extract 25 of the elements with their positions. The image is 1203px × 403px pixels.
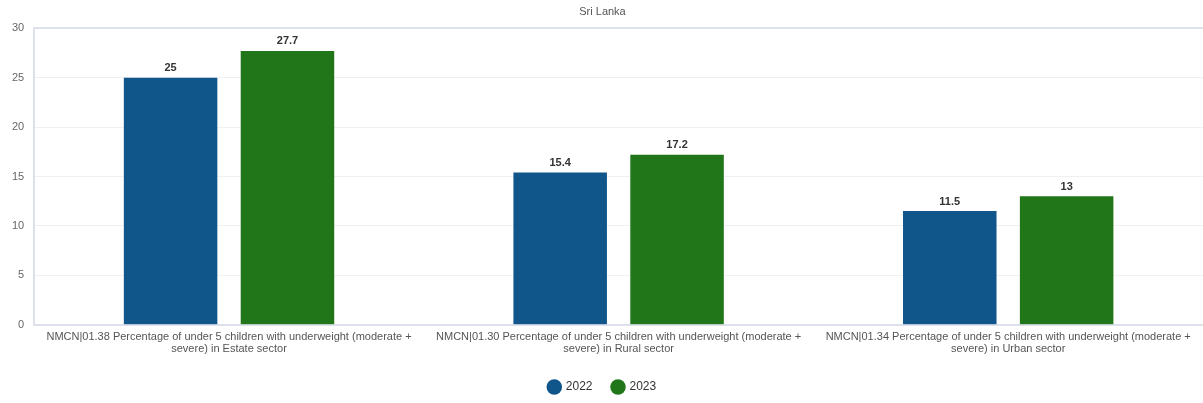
x-tick-label: NMCN|01.30 Percentage of under 5 children with underweight (moderate + severe) in Rural sector	[436, 329, 802, 354]
data-label: 25	[164, 61, 177, 74]
legend-label: 2022	[565, 379, 593, 394]
data-label: 17.2	[666, 138, 688, 151]
x-tick-label: NMCN|01.38 Percentage of under 5 children with underweight (moderate + severe) in Estate sector	[46, 329, 412, 354]
bar	[630, 154, 724, 325]
bar	[903, 211, 997, 325]
legend-label: 2023	[629, 379, 657, 394]
x-tick-label: NMCN|01.34 Percentage of under 5 children with underweight (moderate + severe) in Urban sector	[825, 329, 1191, 354]
y-tick-label: 15	[11, 169, 25, 182]
bar	[240, 50, 335, 325]
data-label: 13	[1060, 179, 1073, 192]
y-tick-label: 0	[18, 317, 25, 330]
y-tick-label: 20	[11, 120, 25, 133]
y-tick-label: 25	[11, 70, 25, 83]
bar	[123, 77, 218, 325]
data-label: 11.5	[939, 194, 961, 207]
bar	[1019, 196, 1114, 325]
data-label: 15.4	[549, 156, 572, 169]
y-tick-label: 5	[18, 268, 25, 281]
chart-title: Sri Lanka	[579, 4, 627, 17]
y-tick-label: 10	[11, 218, 25, 231]
y-tick-label: 30	[11, 21, 25, 34]
bar	[513, 172, 607, 325]
data-label: 27.7	[276, 34, 299, 47]
